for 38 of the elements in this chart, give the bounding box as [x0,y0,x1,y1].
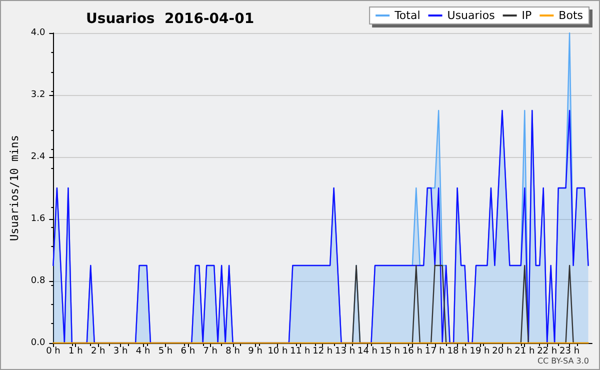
y-tick-label: 1.6 [30,214,46,224]
x-tick-label: 11 h [290,346,310,356]
x-tick-label: 22 h [537,346,558,356]
x-tick-label: 16 h [402,346,422,356]
x-tick-label: 14 h [357,346,378,356]
x-tick-label: 12 h [312,346,333,356]
line-series [52,110,589,344]
y-tick-label: 0.0 [30,338,46,348]
x-tick-label: 4 h [136,346,150,356]
y-tick-label: 2.4 [30,152,46,162]
x-tick-label: 23 h [560,346,580,356]
x-tick-label: 10 h [268,346,288,356]
x-tick-label: 7 h [203,346,218,356]
chart-title: Usuarios 2016-04-01 [86,11,254,27]
x-tick-label: 2 h [90,346,106,356]
x-tick-label: 21 h [514,346,535,356]
text: CC BY-SA 3.0 [537,356,590,366]
x-tick-label: 1 h [68,346,83,356]
x-tick-label: 15 h [380,346,400,356]
x-tick-label: 6 h [180,346,196,356]
y-tick-label: 3.2 [30,90,46,100]
x-tick-label: 19 h [470,346,490,356]
x-tick-label: 13 h [335,346,356,356]
x-tick-label: 8 h [226,346,240,356]
y-tick-label: 0.8 [30,276,46,286]
x-tick-label: 5 h [158,346,173,356]
x-tick-label: 18 h [447,346,468,356]
x-tick-label: 20 h [492,346,512,356]
legend-label: Usuarios [447,9,496,22]
x-tick-label: 17 h [424,346,445,356]
legend-label: IP [522,9,532,22]
y-axis-title: Usuarios/10 mins [8,135,21,241]
legend-label: Total [394,9,420,22]
x-tick-label: 9 h [248,346,262,356]
y-tick-label: 4.0 [30,28,46,38]
x-tick-label: 0 h [46,346,60,356]
x-tick-label: 3 h [113,346,128,356]
legend-label: Bots [558,9,584,22]
